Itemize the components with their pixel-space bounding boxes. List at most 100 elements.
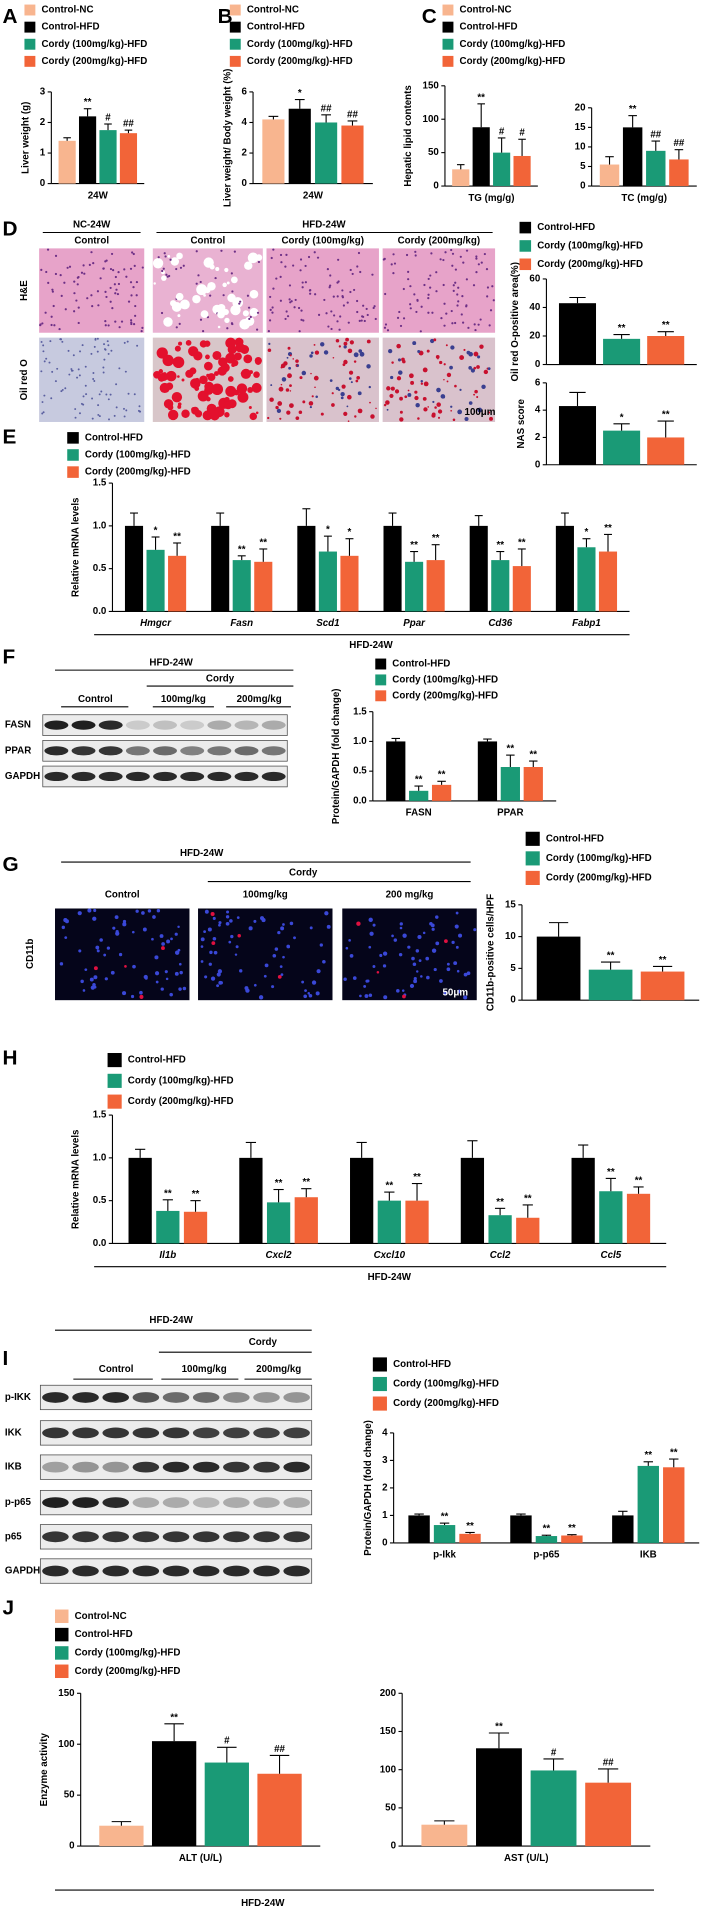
- blot-band: [223, 1461, 250, 1473]
- column-label: 100mg/kg: [182, 1364, 227, 1375]
- micrograph-cell: [115, 383, 118, 386]
- micrograph-cell: [177, 375, 180, 378]
- micrograph-cell: [477, 263, 480, 266]
- y-tick-label: 0: [433, 181, 439, 192]
- micrograph-cell: [231, 290, 234, 293]
- blot-band: [72, 1427, 99, 1439]
- y-tick-label: 3: [40, 86, 46, 97]
- micrograph-cell: [267, 416, 270, 420]
- micrograph-cell: [356, 299, 359, 303]
- error-bar: [217, 1746, 237, 1763]
- column-label: 200mg/kg: [256, 1364, 301, 1375]
- micrograph-cell: [118, 367, 121, 370]
- significance-label: **: [302, 1177, 310, 1188]
- micrograph-cell: [197, 390, 209, 402]
- significance-label: **: [386, 1181, 394, 1192]
- blot-band: [223, 1427, 250, 1439]
- micrograph-cell: [357, 408, 363, 414]
- y-axis-label: Protein/GAPDH (fold change): [331, 688, 342, 824]
- micrograph-cell: [176, 252, 183, 260]
- bar: [476, 1748, 522, 1847]
- significance-label: ##: [321, 103, 332, 114]
- micrograph-cell: [437, 416, 441, 419]
- micrograph-cell: [294, 298, 297, 302]
- micrograph-cell: [50, 315, 53, 318]
- bar: [232, 560, 251, 612]
- micrograph-cell: [157, 352, 161, 356]
- significance-label: **: [170, 1712, 178, 1723]
- y-tick-label: 5: [580, 161, 586, 172]
- error-bar: [259, 548, 268, 562]
- bar: [603, 430, 641, 465]
- micrograph-cell: [247, 387, 254, 393]
- row-label: p-p65: [5, 1497, 32, 1508]
- micrograph-cell: [59, 962, 64, 966]
- micrograph-cell: [297, 306, 301, 310]
- micrograph-cell: [239, 319, 250, 330]
- micrograph-cell: [267, 329, 270, 333]
- micrograph-cell: [301, 286, 304, 289]
- micrograph-cell: [289, 390, 292, 392]
- bar: [647, 437, 685, 465]
- micrograph-cell: [41, 322, 44, 325]
- micrograph-cell: [416, 299, 419, 302]
- micrograph-cell: [459, 255, 462, 258]
- micrograph-cell: [77, 306, 80, 309]
- micrograph-cell: [357, 391, 362, 396]
- micrograph-cell: [135, 294, 138, 297]
- micrograph-cell: [373, 305, 376, 308]
- micrograph-cell: [167, 254, 171, 258]
- micrograph-cell: [277, 401, 283, 406]
- micrograph-cell: [348, 377, 352, 380]
- y-tick-label: 150: [58, 1688, 75, 1699]
- blot-band: [234, 771, 259, 782]
- bar: [491, 560, 510, 612]
- micrograph-cell: [423, 283, 426, 287]
- micrograph-cell: [486, 286, 490, 289]
- blot-band: [261, 746, 286, 756]
- micrograph-cell: [115, 406, 118, 409]
- blot-band: [44, 746, 69, 756]
- micrograph-cell: [225, 915, 230, 919]
- legend-swatch: [519, 221, 532, 234]
- micrograph-cell: [439, 258, 442, 261]
- error-bar: [516, 1513, 526, 1516]
- y-tick-label: 0: [510, 995, 516, 1006]
- error-bar: [124, 129, 133, 134]
- error-bar: [302, 508, 311, 526]
- error-bar: [652, 965, 673, 972]
- micrograph-cell: [127, 300, 131, 303]
- micrograph-cell: [170, 257, 180, 266]
- micrograph-cell: [195, 250, 198, 253]
- micrograph-cell: [391, 934, 394, 938]
- micrograph-cell: [209, 950, 213, 955]
- micrograph-cell: [235, 945, 239, 949]
- panel-letter: J: [2, 1596, 14, 1619]
- bar: [377, 1200, 401, 1244]
- micrograph-cell: [398, 310, 401, 314]
- micrograph-cell: [84, 968, 88, 972]
- micrograph-cell: [451, 264, 454, 267]
- micrograph-cell: [423, 381, 429, 387]
- bar: [603, 338, 641, 365]
- micrograph-cell: [475, 270, 478, 274]
- micrograph-cell: [197, 274, 200, 277]
- micrograph-cell: [473, 928, 477, 932]
- micrograph-cell: [412, 962, 417, 967]
- micrograph-cell: [454, 268, 457, 271]
- micrograph-cell: [204, 975, 208, 979]
- micrograph-cell: [360, 319, 363, 322]
- micrograph-cell: [79, 350, 82, 353]
- micrograph-cell: [386, 329, 390, 332]
- micrograph-cell: [124, 370, 127, 373]
- legend-label: Cordy (200mg/kg)-HFD: [85, 467, 191, 478]
- micrograph-cell: [282, 955, 285, 959]
- micrograph-cell: [366, 364, 371, 369]
- micrograph: [39, 337, 145, 422]
- micrograph-cell: [264, 963, 269, 968]
- significance-label: **: [496, 540, 504, 551]
- micrograph-cell: [210, 911, 215, 916]
- micrograph-cell: [440, 317, 443, 320]
- micrograph-cell: [161, 942, 165, 946]
- micrograph-cell: [299, 376, 303, 380]
